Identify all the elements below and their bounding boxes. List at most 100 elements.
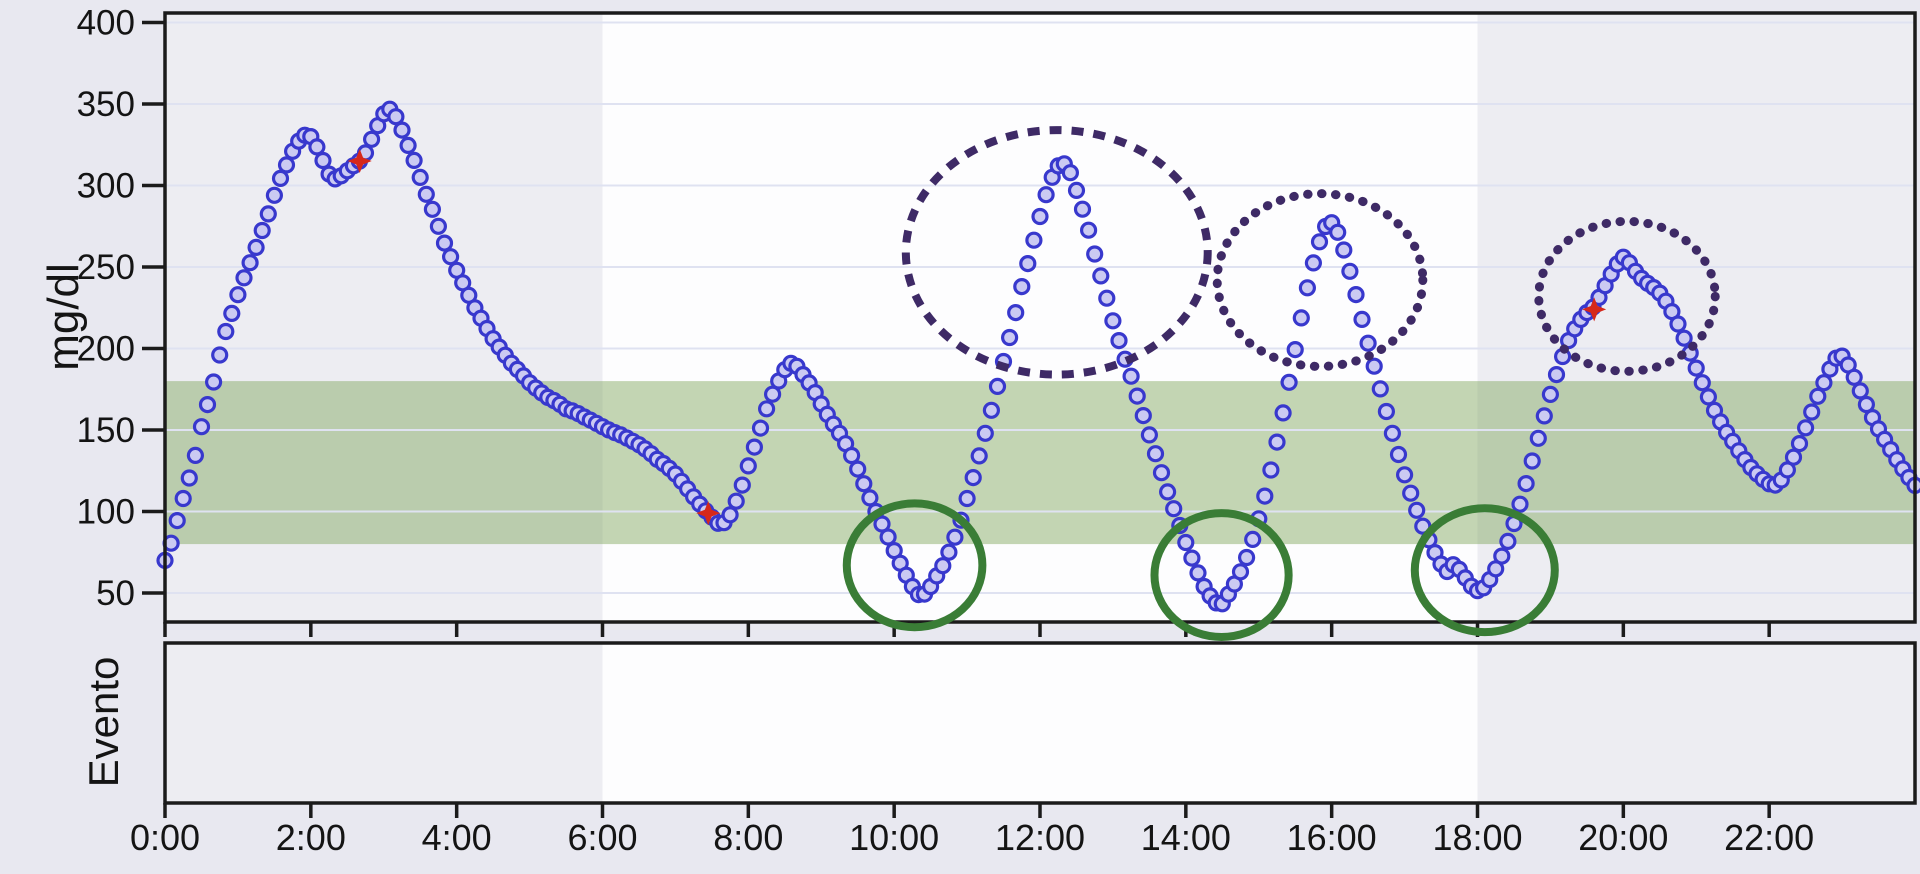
glucose-plot-background — [165, 13, 1915, 622]
hypoglycemia-circle — [842, 499, 987, 632]
glucose-dot — [1189, 564, 1207, 582]
glucose-dot — [1134, 407, 1152, 425]
calibration-markers — [347, 149, 1607, 526]
glucose-dot — [1395, 466, 1414, 484]
glucose-dot — [435, 234, 454, 252]
glucose-dot — [1784, 448, 1803, 466]
target-range-band — [165, 381, 1915, 545]
event-panel-ticks — [163, 803, 1771, 818]
glucose-dot — [1079, 221, 1098, 239]
glucose-dot — [964, 469, 982, 487]
glucose-dot — [1359, 334, 1377, 352]
event-panel-bg-night-shading — [1477, 643, 1915, 803]
glucose-dot — [757, 400, 776, 418]
event-panel-background — [165, 643, 1915, 803]
glucose-dot — [423, 200, 441, 218]
glucose-dot — [721, 506, 739, 524]
glucose-dot — [1389, 445, 1408, 464]
glucose-dot — [1699, 388, 1718, 406]
glucose-dot — [253, 221, 271, 240]
glucose-dot — [1845, 368, 1863, 386]
x-tick-label: 16:00 — [1287, 817, 1377, 858]
glucose-dot — [1809, 387, 1827, 405]
x-tick-label: 20:00 — [1578, 817, 1668, 858]
hyperglycemia-ellipse — [1534, 216, 1720, 376]
glucose-dot — [1122, 367, 1140, 385]
glucose-dot — [1371, 380, 1389, 398]
hypoglycemia-circle — [1150, 509, 1293, 642]
glucose-dot — [442, 248, 460, 266]
y-tick-label: 150 — [77, 411, 135, 450]
glucose-dot — [958, 489, 976, 508]
x-tick-label: 14:00 — [1141, 817, 1231, 858]
glucose-dot — [259, 205, 277, 223]
glucose-dot — [1244, 530, 1262, 549]
glucose-dot — [1140, 426, 1159, 444]
glucose-dot — [405, 151, 423, 169]
glucose-dot — [417, 185, 435, 203]
glucose-dot — [1365, 357, 1383, 375]
glucose-dot — [739, 457, 757, 475]
y-axis-labels: 400 350 300 250 200 150 100 50 — [77, 4, 135, 614]
glucose-dot — [223, 304, 241, 322]
glucose-dot — [1092, 267, 1110, 285]
hyperglycemia-ellipse — [901, 126, 1212, 379]
y-tick-label: 350 — [77, 85, 135, 124]
glucose-dot — [429, 217, 447, 235]
glucose-dot — [205, 373, 223, 391]
x-tick-label: 18:00 — [1432, 817, 1522, 858]
glucose-dot — [1104, 312, 1122, 330]
glucose-dot — [1268, 433, 1286, 451]
glucose-dot — [946, 528, 964, 546]
glucose-dot — [1541, 385, 1560, 403]
glucose-dot — [1292, 309, 1310, 327]
x-tick-label: 0:00 — [130, 817, 200, 858]
glucose-dot — [849, 460, 867, 478]
glucose-dot — [1383, 424, 1402, 442]
glucose-dot — [1547, 366, 1566, 384]
x-axis-labels: 0:00 2:00 4:00 6:00 8:00 10:00 12:00 14:00 16:00… — [130, 817, 1814, 858]
glucose-dot — [1158, 483, 1177, 501]
glucose-dot — [1335, 241, 1353, 259]
glucose-dot — [842, 446, 861, 465]
x-tick-label: 6:00 — [567, 817, 637, 858]
glucose-dot — [1086, 245, 1104, 263]
glucose-dot — [1790, 435, 1809, 453]
glucose-dot — [271, 169, 290, 187]
glucose-dot — [934, 557, 952, 575]
glucose-dot — [314, 151, 332, 170]
glucose-dot — [1025, 231, 1043, 249]
glucose-dot — [363, 130, 381, 148]
glucose-dot — [1304, 254, 1323, 272]
glucose-dot — [1499, 532, 1517, 551]
glucose-dot — [988, 377, 1007, 395]
gridlines — [165, 21, 1915, 594]
y-tick-label: 200 — [77, 330, 135, 369]
glucose-dot — [1693, 374, 1711, 392]
glucose-dot — [1274, 404, 1292, 422]
glucose-dot — [247, 238, 265, 256]
glucose-dot — [733, 476, 751, 494]
glucose-dot — [1675, 329, 1693, 347]
glucose-dot — [1165, 500, 1183, 518]
y-tick-label: 400 — [77, 4, 135, 43]
glucose-dot — [1152, 464, 1171, 482]
glucose-dot — [1347, 286, 1365, 304]
glucose-dot — [1687, 359, 1705, 377]
glucose-dot — [186, 446, 204, 464]
glucose-dot — [399, 136, 417, 154]
glucose-dot — [879, 528, 897, 546]
glucose-dot — [1517, 475, 1535, 493]
x-tick-label: 12:00 — [995, 817, 1085, 858]
glucose-dot — [1511, 495, 1529, 513]
glucose-dot — [387, 108, 405, 126]
glucose-dot — [1177, 533, 1195, 552]
glucose-dot — [1110, 332, 1128, 350]
glucose-dot — [180, 469, 198, 487]
glucose-dot — [277, 156, 296, 174]
glucose-dot — [1298, 279, 1317, 297]
glucose-dot — [1061, 164, 1080, 182]
x-tick-label: 8:00 — [713, 817, 783, 858]
